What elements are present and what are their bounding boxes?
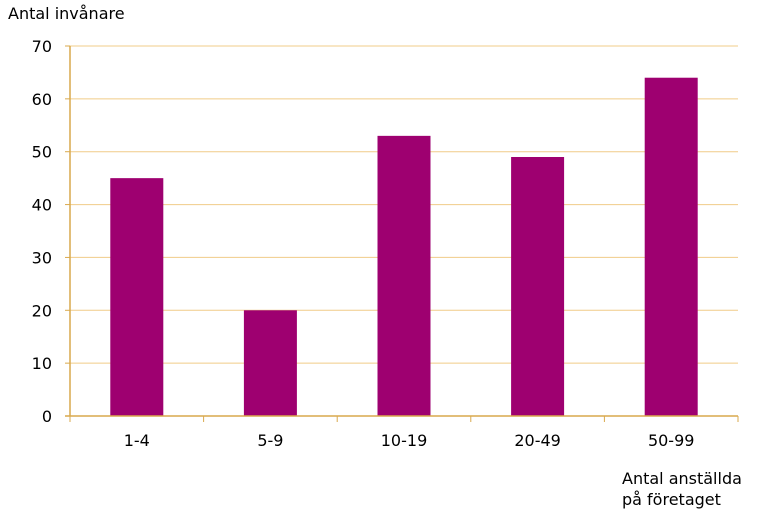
y-tick-label: 0 <box>42 407 52 426</box>
bars <box>110 77 698 416</box>
bar <box>110 178 164 416</box>
bar <box>644 77 698 416</box>
x-tick-label: 5-9 <box>257 431 283 450</box>
y-tick-label: 20 <box>32 301 52 320</box>
y-tick-label: 30 <box>32 248 52 267</box>
x-tick-label: 50-99 <box>648 431 695 450</box>
bar <box>377 135 431 416</box>
bar <box>243 310 297 416</box>
y-tick-label: 50 <box>32 143 52 162</box>
x-axis-label: Antal anställda på företaget <box>622 469 742 509</box>
y-tick-labels: 0 10 20 30 40 50 60 70 <box>32 37 52 426</box>
x-tick-labels: 1-4 5-9 10-19 20-49 50-99 <box>124 431 695 450</box>
axes <box>65 45 739 422</box>
y-tick-label: 40 <box>32 196 52 215</box>
x-tick-label: 20-49 <box>514 431 561 450</box>
y-axis-label: Antal invånare <box>8 4 125 23</box>
y-tick-label: 60 <box>32 90 52 109</box>
x-tick-label: 10-19 <box>381 431 428 450</box>
y-tick-label: 70 <box>32 37 52 56</box>
x-tick-label: 1-4 <box>124 431 150 450</box>
y-tick-label: 10 <box>32 354 52 373</box>
bar <box>511 157 565 416</box>
